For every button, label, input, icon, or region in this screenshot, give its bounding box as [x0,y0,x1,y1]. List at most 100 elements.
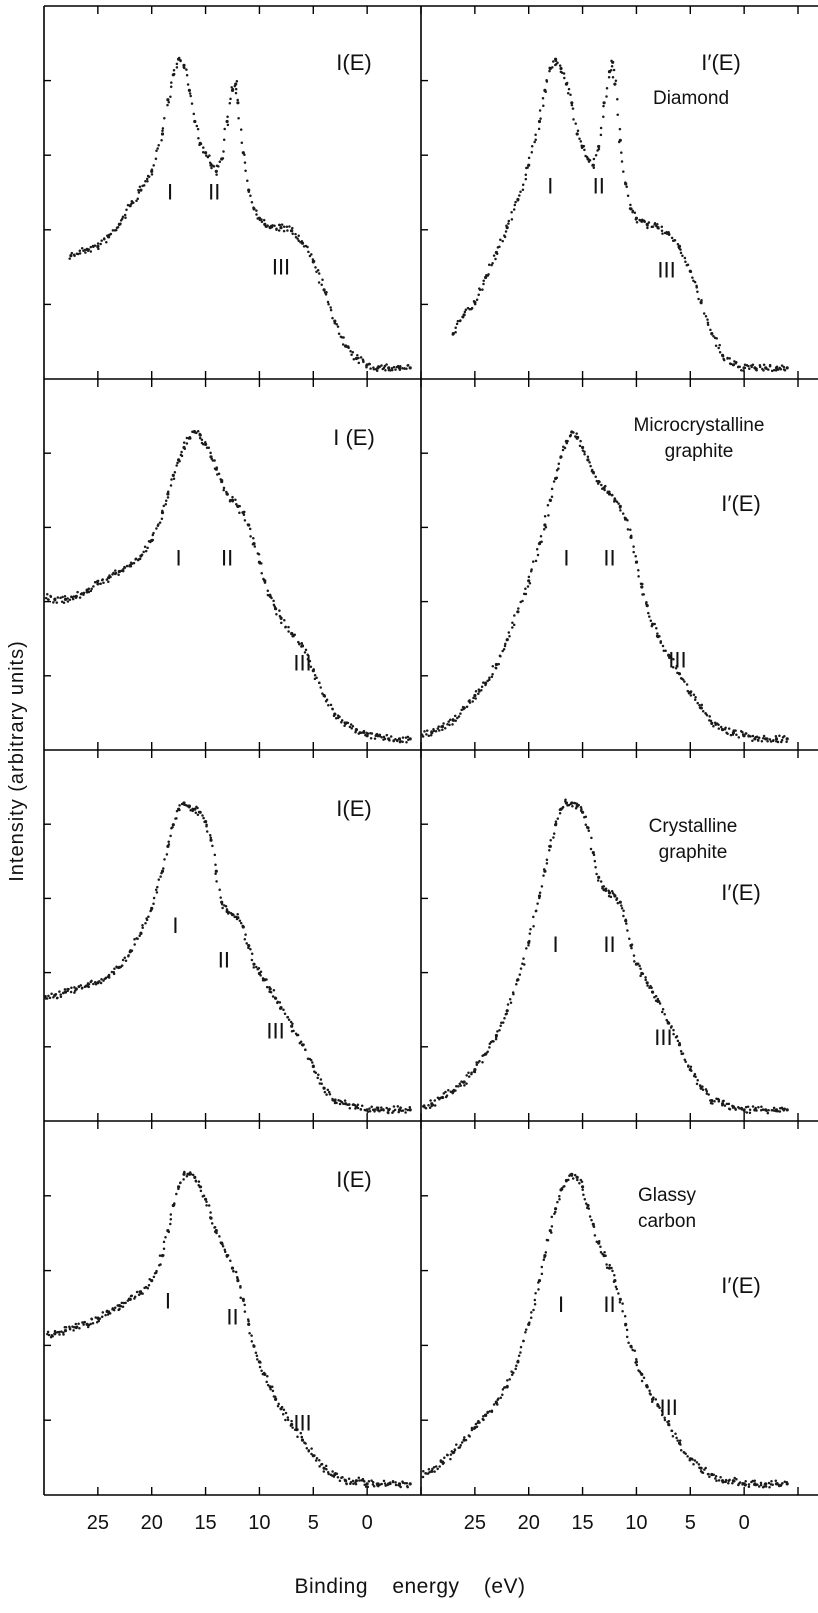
data-point [128,204,132,208]
data-point [271,995,275,998]
data-point [314,1071,318,1074]
data-point [182,1178,185,1181]
data-point [266,589,270,593]
data-point [172,68,176,72]
data-point [432,1465,436,1469]
data-point [516,978,520,982]
region-label: II [603,545,615,570]
data-point [193,119,197,124]
x-tick-label: 0 [739,1512,750,1534]
data-point [685,683,689,686]
data-point [684,260,687,264]
data-point [368,362,371,366]
data-point [611,75,615,79]
data-point [365,1482,369,1486]
data-point [193,807,197,811]
data-point [46,1330,50,1334]
data-point [602,115,605,119]
data-point [753,366,757,370]
data-point [692,279,695,282]
data-point [663,1013,666,1016]
data-point [296,1435,299,1439]
data-point [433,1099,437,1102]
data-point [530,145,534,148]
data-point [179,59,182,63]
data-point [74,987,78,991]
data-point [778,734,781,737]
data-point [602,1254,606,1258]
data-point [217,472,221,476]
data-point [584,823,588,827]
data-point [97,247,100,251]
data-point [718,351,722,354]
data-point [237,117,240,120]
data-point [325,1093,328,1096]
data-point [202,1194,206,1198]
data-point [599,126,603,130]
data-point [779,1484,782,1487]
data-point [86,1325,90,1329]
data-point [137,191,141,194]
data-point [306,653,309,657]
data-point [558,812,562,815]
region-label: III [293,1411,311,1436]
data-point [501,1021,505,1024]
data-point [474,689,478,693]
data-point [741,730,744,734]
data-point [681,1052,685,1055]
data-point [473,1068,477,1072]
data-point [640,1372,644,1376]
data-point [567,803,571,807]
data-point [642,1376,646,1380]
data-point [441,728,444,731]
data-point [656,997,660,1001]
data-point [279,1006,283,1010]
data-point [300,644,305,648]
data-point [717,1098,721,1102]
data-point [392,365,396,369]
data-point [61,991,65,995]
data-point [290,631,294,636]
data-point [521,962,524,965]
data-point [263,978,267,982]
data-point [751,739,754,742]
data-point [534,133,537,136]
data-point [102,581,105,585]
data-point [56,596,60,599]
data-point [613,498,617,502]
data-point [521,188,525,192]
data-point [785,737,789,741]
data-point [245,942,248,945]
data-point [512,1371,515,1374]
data-point [428,1470,431,1474]
data-point [344,721,348,726]
data-point [214,1229,218,1233]
data-point [322,1470,326,1473]
data-point [351,724,355,728]
data-point [607,492,612,496]
data-point [257,971,261,976]
region-label: I [563,545,569,570]
data-point [658,1002,662,1005]
data-point [82,1323,85,1326]
data-point [670,236,674,240]
data-point [424,1472,428,1475]
data-point [354,356,358,361]
data-point [762,734,766,738]
data-point [73,986,76,989]
data-point [744,732,747,735]
data-point [622,914,625,918]
data-point [254,1351,258,1354]
data-point [171,823,175,827]
data-point [175,1192,178,1196]
data-point [781,1482,784,1485]
x-tick-label: 0 [362,1512,373,1534]
data-point [396,1105,400,1108]
data-point [643,220,646,223]
data-point [536,902,539,905]
data-point [511,621,514,625]
data-point [318,1082,322,1085]
data-point [338,715,341,718]
data-point [688,690,692,695]
panel-grid [43,5,818,1496]
